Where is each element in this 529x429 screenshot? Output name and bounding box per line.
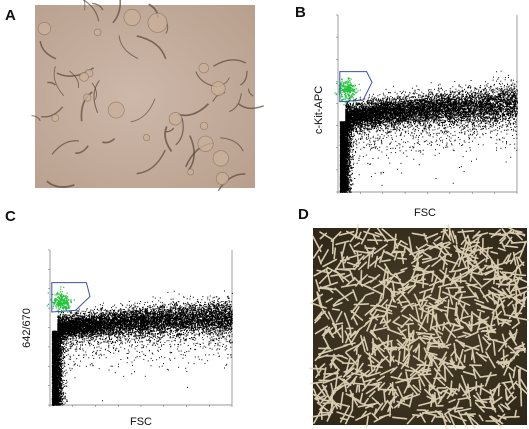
cell-process xyxy=(136,149,166,175)
cell-body xyxy=(79,72,89,82)
cell-process xyxy=(39,40,57,60)
cell-body xyxy=(187,168,195,176)
cell-process xyxy=(82,0,100,22)
cell-body xyxy=(198,62,209,74)
cell-process xyxy=(91,82,97,100)
cell-process xyxy=(238,103,264,110)
cell-process xyxy=(220,137,244,152)
y-axis-label: 642/670 xyxy=(21,308,33,348)
gate xyxy=(339,71,373,103)
micrograph-a-features xyxy=(31,0,264,191)
y-axis-label: c-Kit-APC xyxy=(313,86,325,134)
cell-process xyxy=(102,137,116,144)
cell-body xyxy=(37,21,51,36)
flow-plot-b xyxy=(334,14,518,194)
cell-process xyxy=(165,127,175,133)
x-axis-label: FSC xyxy=(130,416,152,428)
panel-label: B xyxy=(295,4,306,21)
cell-process xyxy=(51,140,80,155)
cell-process xyxy=(217,173,246,191)
cell-body xyxy=(51,114,60,122)
cell-process xyxy=(83,0,86,11)
cell-process xyxy=(112,0,122,24)
event-cloud xyxy=(51,290,233,406)
cell-process xyxy=(118,35,139,59)
cell-process xyxy=(46,180,75,188)
cell-process xyxy=(47,81,56,86)
event-cloud xyxy=(339,70,518,193)
x-axis-label: FSC xyxy=(414,207,436,219)
flow-plot-c xyxy=(46,249,233,407)
cell-body xyxy=(147,12,168,33)
cell-body xyxy=(107,101,125,119)
cell-process xyxy=(247,88,254,97)
gated-events xyxy=(334,77,361,107)
cell-process xyxy=(229,93,242,113)
cell-body xyxy=(83,93,92,102)
cell-body xyxy=(143,134,151,142)
cell-body xyxy=(211,81,226,96)
cell-process xyxy=(92,2,104,11)
cell-body xyxy=(212,150,229,167)
panel-label: A xyxy=(5,7,16,24)
cell-body xyxy=(197,135,214,152)
micrograph-d-cells xyxy=(309,223,529,429)
cell-process xyxy=(41,106,64,118)
cell-body xyxy=(215,171,229,186)
cell-process xyxy=(240,70,248,86)
cell-process xyxy=(69,70,80,89)
cell-body xyxy=(93,28,102,37)
cell-body xyxy=(123,8,141,26)
cell-process xyxy=(188,135,195,171)
cell-process xyxy=(213,59,247,67)
cell-process xyxy=(31,115,41,122)
cell-process xyxy=(136,35,167,60)
cell-process xyxy=(130,98,156,123)
cell-process xyxy=(80,91,93,122)
cell-body xyxy=(168,112,183,126)
gated-events xyxy=(46,286,75,315)
cell-process xyxy=(164,126,173,152)
cells xyxy=(309,223,529,429)
cell-process xyxy=(75,145,89,154)
gate xyxy=(51,282,91,313)
cell-process xyxy=(93,80,100,114)
cell-process xyxy=(53,66,65,97)
panel-label: C xyxy=(5,208,16,225)
cell-body xyxy=(199,121,209,131)
cell-process xyxy=(175,118,184,146)
panel-label: D xyxy=(298,206,309,223)
